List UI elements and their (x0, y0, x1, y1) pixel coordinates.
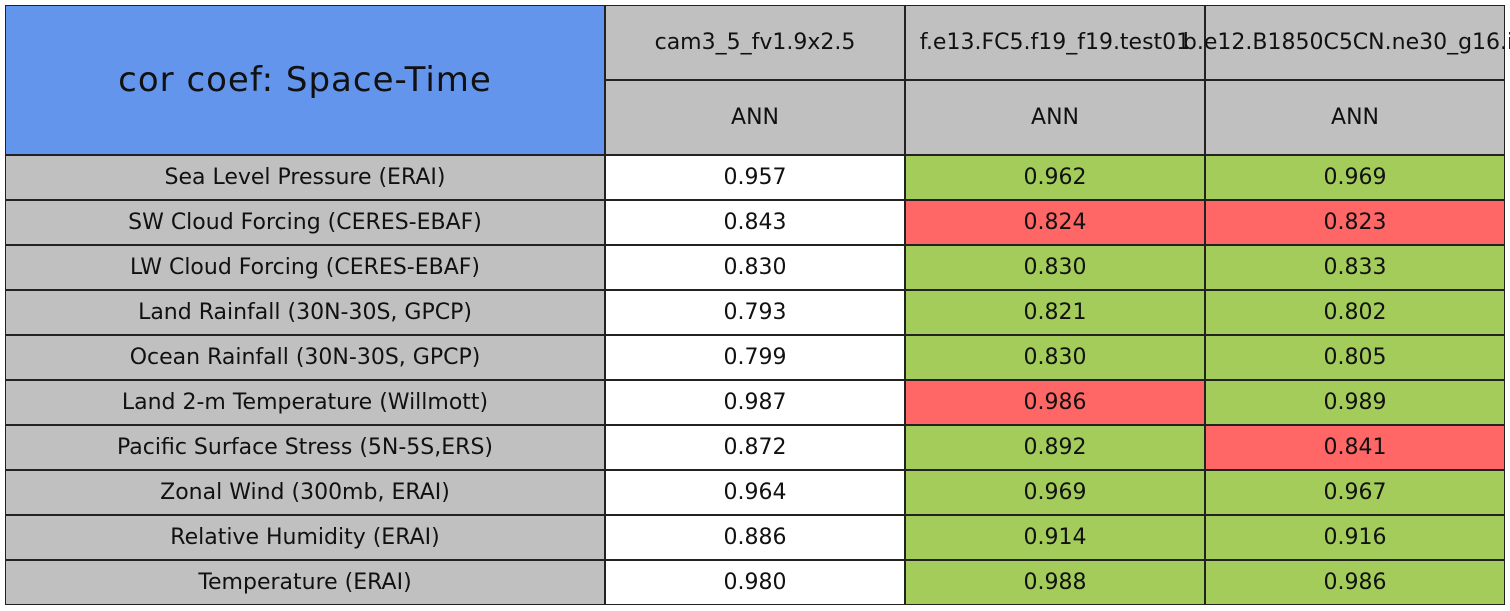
column-name: f.e13.FC5.f19_f19.test01 (905, 5, 1205, 80)
value-cell: 0.872 (605, 425, 905, 470)
season: ANN (1205, 80, 1505, 155)
row-label: Temperature (ERAI) (5, 560, 605, 605)
value-cell: 0.969 (905, 470, 1205, 515)
value-cell: 0.821 (905, 290, 1205, 335)
value-cell: 0.989 (1205, 380, 1505, 425)
title-cell: cor coef: Space-Time (5, 5, 605, 155)
value-cell: 0.987 (605, 380, 905, 425)
value-cell: 0.988 (905, 560, 1205, 605)
value-cell: 0.841 (1205, 425, 1505, 470)
value-cell: 0.980 (605, 560, 905, 605)
value-cell: 0.799 (605, 335, 905, 380)
value-cell: 0.805 (1205, 335, 1505, 380)
value-cell: 0.892 (905, 425, 1205, 470)
row-label: Relative Humidity (ERAI) (5, 515, 605, 560)
value-cell: 0.962 (905, 155, 1205, 200)
value-cell: 0.830 (905, 245, 1205, 290)
value-cell: 0.830 (905, 335, 1205, 380)
value-cell: 0.824 (905, 200, 1205, 245)
row-label: Land Rainfall (30N-30S, GPCP) (5, 290, 605, 335)
row-label: Zonal Wind (300mb, ERAI) (5, 470, 605, 515)
value-cell: 0.886 (605, 515, 905, 560)
value-cell: 0.957 (605, 155, 905, 200)
value-cell: 0.964 (605, 470, 905, 515)
value-cell: 0.802 (1205, 290, 1505, 335)
value-cell: 0.793 (605, 290, 905, 335)
value-cell: 0.967 (1205, 470, 1505, 515)
value-cell: 0.833 (1205, 245, 1505, 290)
value-cell: 0.830 (605, 245, 905, 290)
row-label: SW Cloud Forcing (CERES-EBAF) (5, 200, 605, 245)
value-cell: 0.986 (905, 380, 1205, 425)
row-label: Pacific Surface Stress (5N-5S,ERS) (5, 425, 605, 470)
season: ANN (905, 80, 1205, 155)
value-cell: 0.914 (905, 515, 1205, 560)
row-label: Land 2-m Temperature (Willmott) (5, 380, 605, 425)
row-label: Sea Level Pressure (ERAI) (5, 155, 605, 200)
value-cell: 0.843 (605, 200, 905, 245)
value-cell: 0.969 (1205, 155, 1505, 200)
row-label: LW Cloud Forcing (CERES-EBAF) (5, 245, 605, 290)
value-cell: 0.986 (1205, 560, 1505, 605)
row-label: Ocean Rainfall (30N-30S, GPCP) (5, 335, 605, 380)
season: ANN (605, 80, 905, 155)
value-cell: 0.916 (1205, 515, 1505, 560)
column-name: b.e12.B1850C5CN.ne30_g16.in (1183, 5, 1510, 80)
value-cell: 0.823 (1205, 200, 1505, 245)
column-name: cam3_5_fv1.9x2.5 (605, 5, 905, 80)
